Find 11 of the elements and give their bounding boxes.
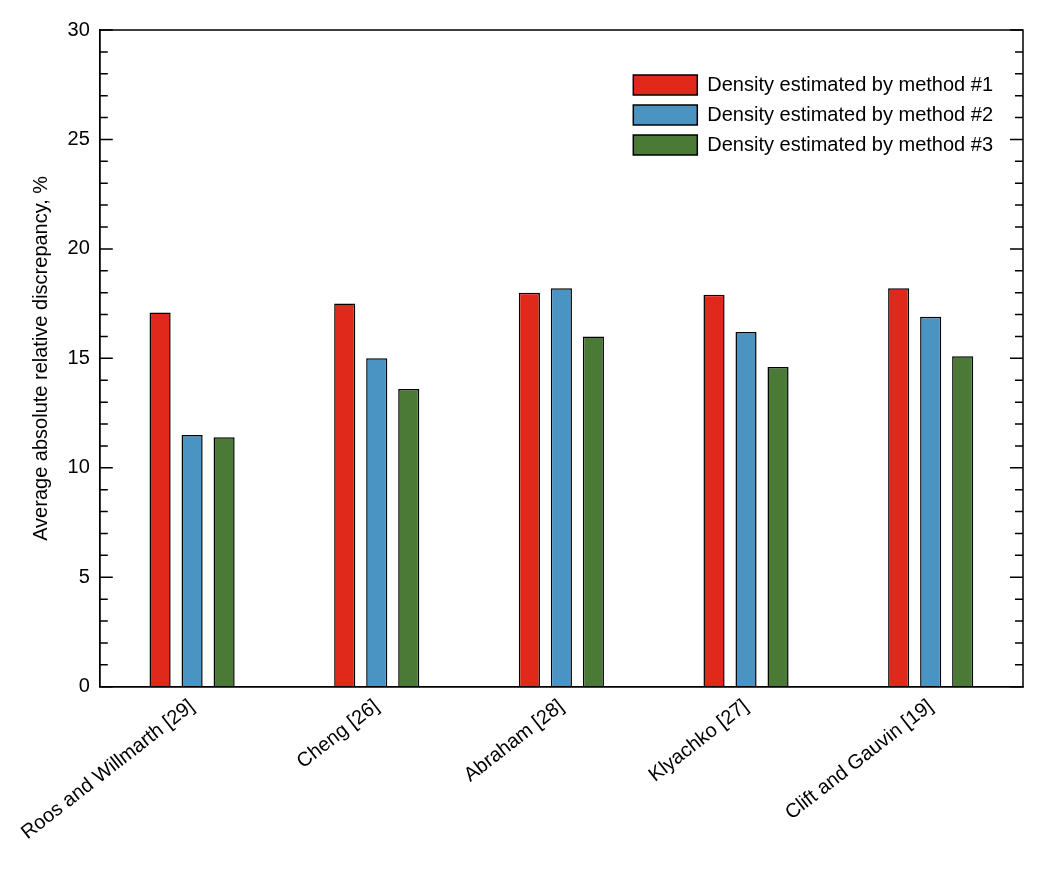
y-axis-title: Average absolute relative discrepancy, % <box>29 175 52 541</box>
y-tick-label: 15 <box>67 345 90 368</box>
legend-label: Density estimated by method #1 <box>707 72 993 95</box>
y-tick-label: 25 <box>67 126 90 149</box>
legend-label: Density estimated by method #2 <box>707 102 993 125</box>
legend-label: Density estimated by method #3 <box>707 132 993 155</box>
y-tick-label: 20 <box>67 236 90 259</box>
y-tick-label: 0 <box>78 674 90 697</box>
y-tick-label: 10 <box>67 455 90 478</box>
y-tick-label: 5 <box>78 564 90 587</box>
y-tick-label: 30 <box>67 17 90 40</box>
